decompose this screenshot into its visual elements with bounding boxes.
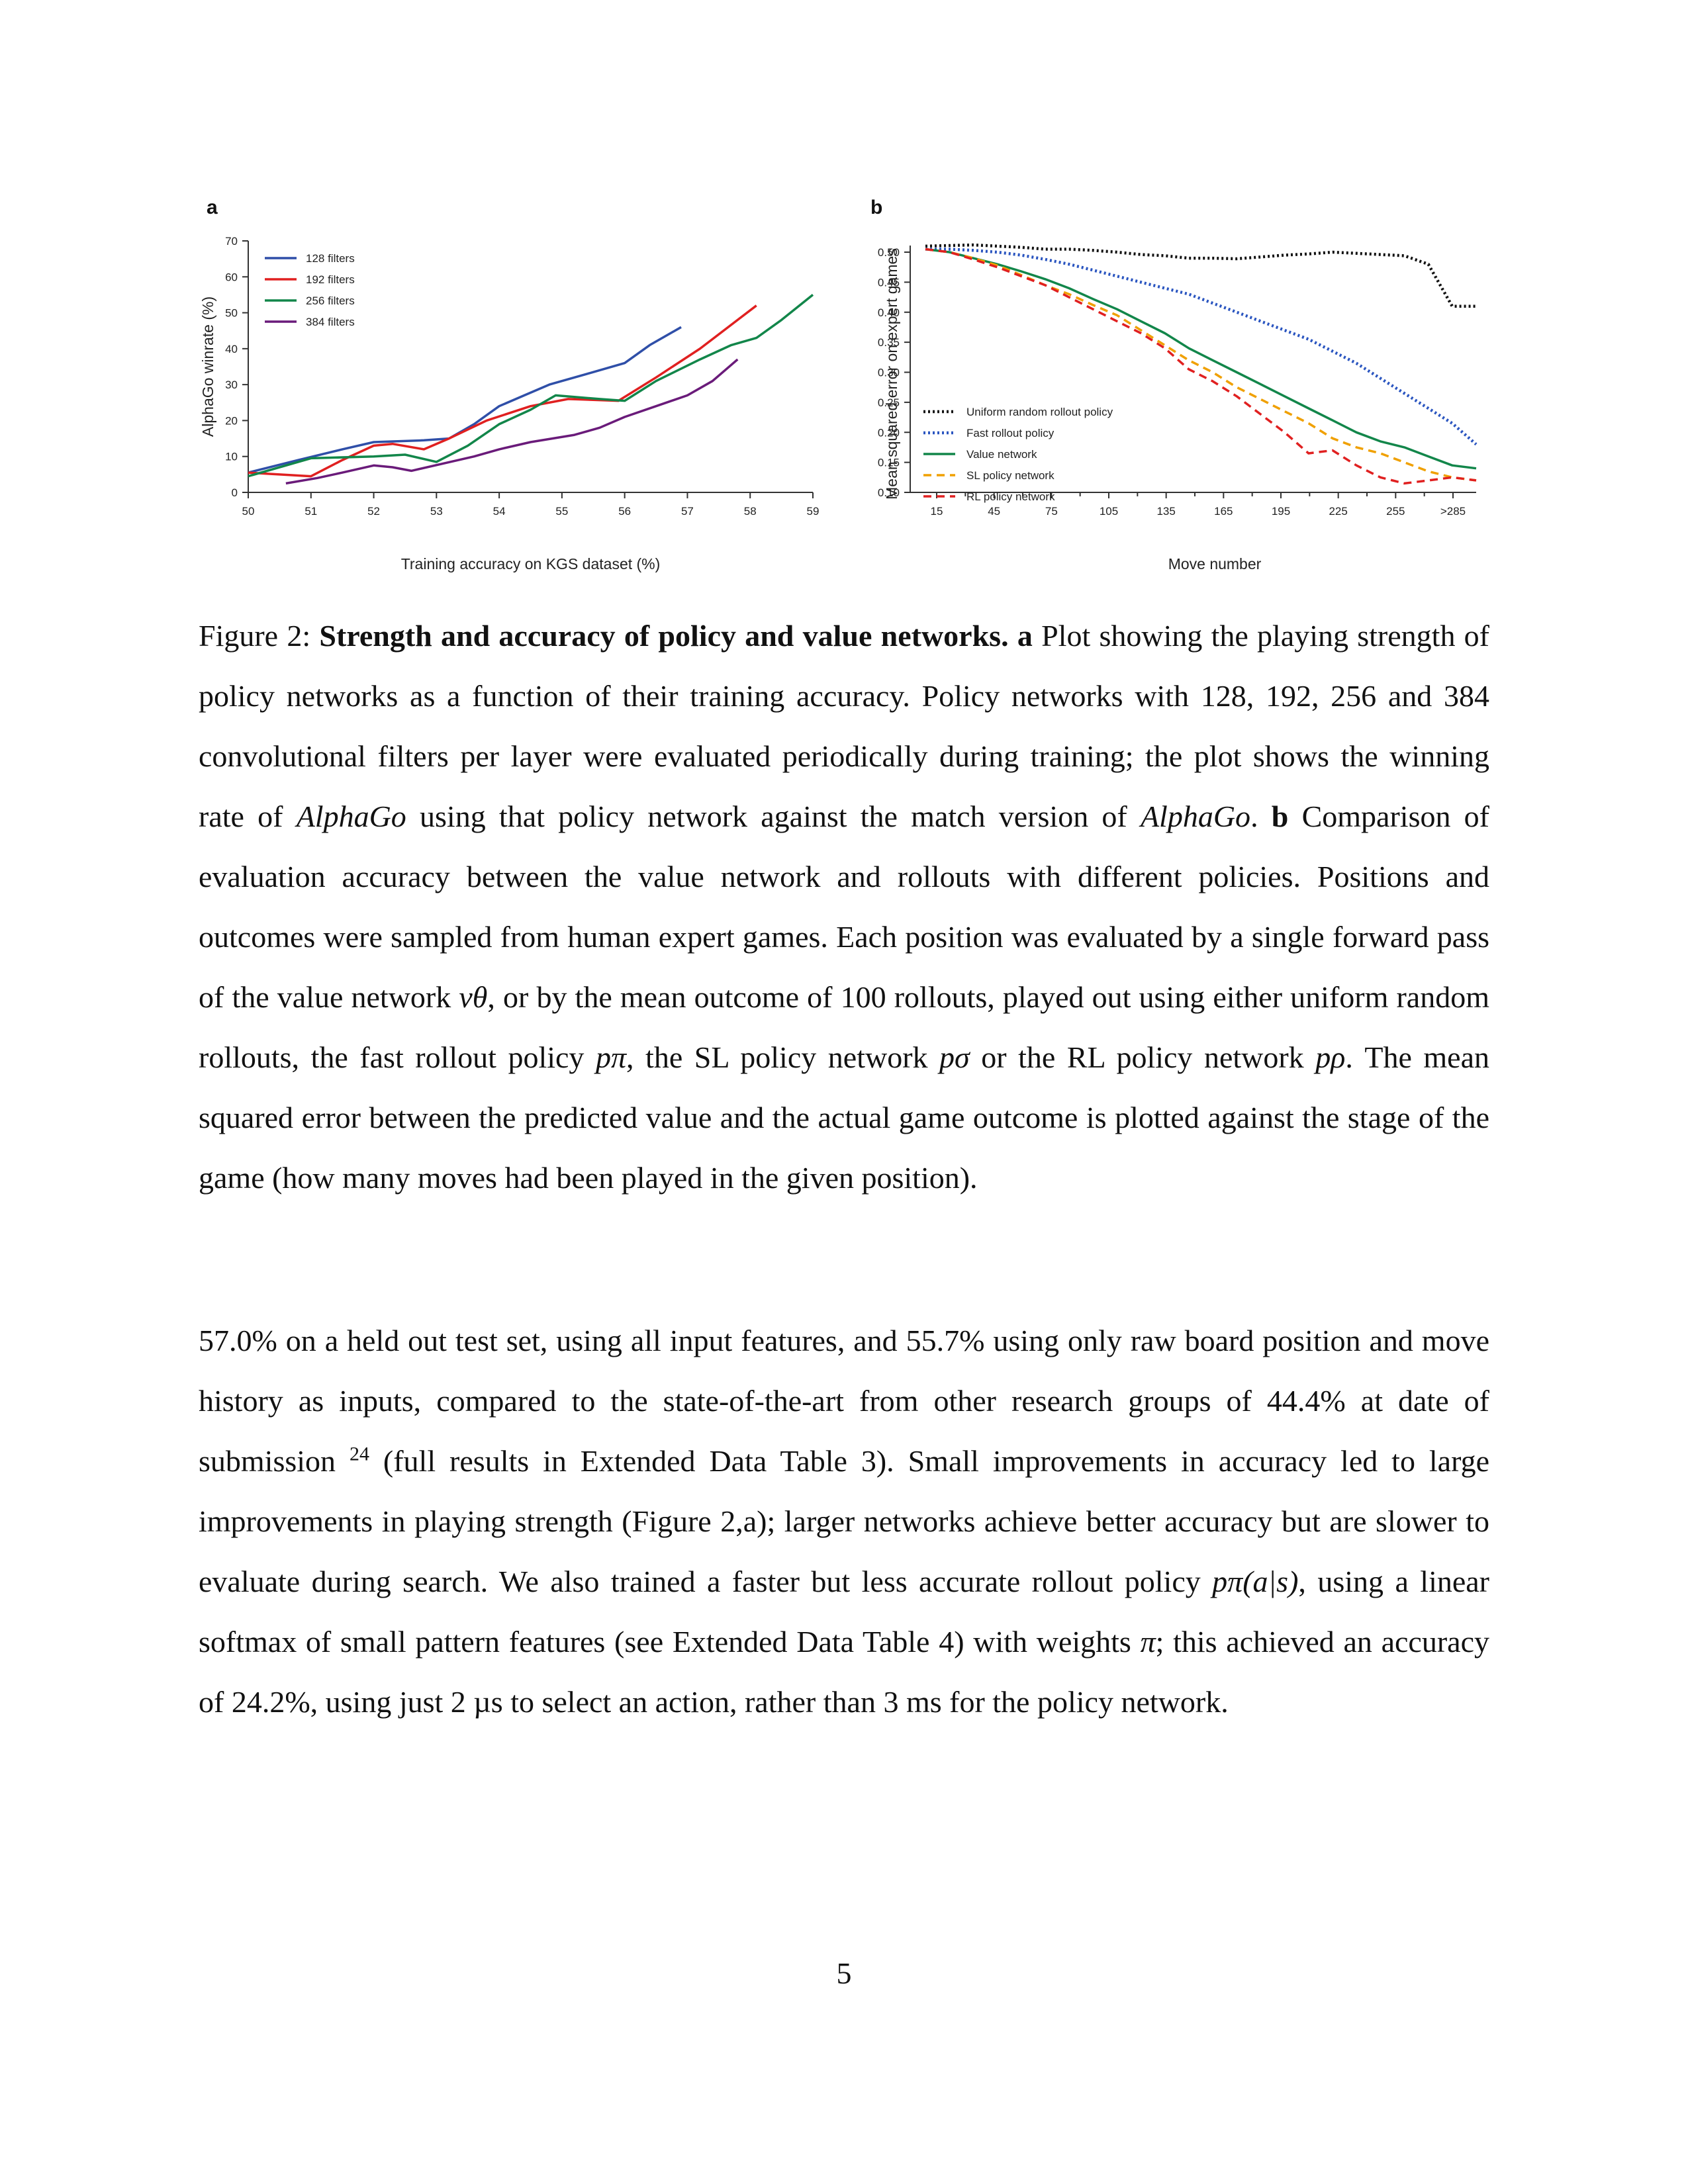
- panel-b-legend-label: Value network: [966, 448, 1037, 461]
- panel-a-x-tick-label: 58: [744, 505, 757, 518]
- math-ppi-a-s: pπ(a|s): [1212, 1565, 1299, 1598]
- panel-b-x-tick-label: 255: [1386, 505, 1405, 518]
- panel-b-x-tick-label: 165: [1214, 505, 1233, 518]
- panel-a-x-tick-label: 51: [305, 505, 317, 518]
- panel-b-x-tick-label: >285: [1440, 505, 1466, 518]
- panel-a-x-tick-label: 50: [242, 505, 255, 518]
- panel-a-y-tick-label: 10: [225, 451, 238, 463]
- math-p-rho: pρ: [1315, 1040, 1346, 1074]
- panel-a-x-tick-label: 53: [430, 505, 443, 518]
- panel-b-legend-label: SL policy network: [966, 469, 1055, 482]
- math-v-theta: vθ: [459, 980, 488, 1014]
- panel-a-series-line: [248, 326, 682, 474]
- caption-text-b-2: , or by the mean outcome of 100 rollouts…: [199, 980, 1489, 1074]
- panel-a-letter: a: [207, 197, 218, 218]
- panel-a-y-tick-label: 70: [225, 235, 238, 248]
- math-pi: π: [1140, 1625, 1156, 1659]
- panel-b-legend-label: Fast rollout policy: [966, 427, 1055, 439]
- caption-text-b-4: or the RL policy network: [969, 1040, 1316, 1074]
- panel-b-y-tick-label: 0.45: [878, 276, 900, 289]
- panel-b-x-tick-label: 75: [1045, 505, 1058, 518]
- panel-a-y-tick-label: 50: [225, 307, 238, 320]
- panel-b-series-line: [925, 243, 1476, 308]
- caption-prefix: Figure 2:: [199, 619, 320, 653]
- math-p-sigma: pσ: [939, 1040, 970, 1074]
- panel-a-y-tick-label: 20: [225, 414, 238, 427]
- panel-b-x-tick-label: 15: [931, 505, 943, 518]
- panel-a-y-tick-label: 0: [232, 486, 238, 499]
- panel-b-x-tick-label: 135: [1156, 505, 1175, 518]
- panel-a-x-tick-label: 56: [618, 505, 631, 518]
- panel-a-x-tick-label: 57: [681, 505, 694, 518]
- body-paragraph: 57.0% on a held out test set, using all …: [199, 1310, 1489, 1732]
- body-text-4: ; this achieved an accuracy of 24.2%, us…: [199, 1625, 1489, 1719]
- figure-2-charts: a 0 10 20 30 40 50 60 70 50 51 52 53 54 55 56 57 58 59 Trai…: [199, 197, 1477, 572]
- caption-text-a-1: Plot showing the playing strength of pol…: [199, 619, 1489, 833]
- caption-label-b: b: [1271, 799, 1289, 833]
- panel-b-x-tick-label: 195: [1272, 505, 1290, 518]
- panel-b-series-line: [925, 248, 1477, 446]
- figure-2: a 0 10 20 30 40 50 60 70 50 51 52 53 54 55 56 57 58 59 Trai…: [199, 197, 1489, 586]
- figure-caption: Figure 2: Strength and accuracy of polic…: [199, 606, 1489, 1208]
- time-3ms: 3 ms: [883, 1685, 942, 1719]
- body-text-6: for the policy network.: [941, 1685, 1229, 1719]
- caption-text-a-2: using that policy network against the ma…: [406, 799, 1141, 833]
- panel-b-y-axis-label: Mean squared error on expert games: [883, 248, 900, 500]
- caption-title: Strength and accuracy of policy and valu…: [319, 619, 1009, 653]
- panel-b-x-axis-label: Move number: [1168, 555, 1262, 572]
- panel-b-x-tick-label: 105: [1100, 505, 1118, 518]
- panel-b-y-tick-label: 0.25: [878, 396, 900, 409]
- citation-24: 24: [349, 1443, 369, 1465]
- panel-b-y-tick-label: 0.30: [878, 367, 900, 379]
- panel-b-y-tick-label: 0.15: [878, 457, 900, 469]
- caption-text-b-3: , the SL policy network: [626, 1040, 940, 1074]
- body-text-3: , using a linear softmax of small patter…: [199, 1565, 1490, 1659]
- caption-text-b-5: . The mean squared error between the pre…: [199, 1040, 1489, 1195]
- caption-alphago-2: AlphaGo: [1140, 799, 1251, 833]
- panel-b-series-line: [925, 248, 1477, 485]
- panel-a-x-tick-label: 55: [555, 505, 568, 518]
- panel-a-x-axis-label: Training accuracy on KGS dataset (%): [401, 555, 661, 572]
- panel-b-x-tick-label: 45: [988, 505, 1000, 518]
- panel-a-x-tick-label: 52: [367, 505, 380, 518]
- panel-b-legend-label: Uniform random rollout policy: [966, 406, 1113, 418]
- panel-a-series-line: [248, 294, 814, 478]
- panel-a-y-tick-label: 30: [225, 379, 238, 391]
- panel-b-x-tick-label: 225: [1329, 505, 1347, 518]
- panel-a-y-tick-label: 40: [225, 343, 238, 355]
- page-number: 5: [836, 1956, 852, 1990]
- panel-b-y-tick-label: 0.50: [878, 246, 900, 259]
- panel-b-y-tick-label: 0.35: [878, 336, 900, 349]
- caption-text-b-1: Comparison of evaluation accuracy betwee…: [199, 799, 1490, 1014]
- panel-a-legend-label: 384 filters: [306, 316, 355, 328]
- panel-a-legend-label: 256 filters: [306, 295, 355, 307]
- time-2us: 2 µs: [450, 1685, 503, 1719]
- body-text-1: 57.0% on a held out test set, using all …: [199, 1324, 1489, 1478]
- panel-a-legend-label: 128 filters: [306, 252, 355, 265]
- panel-a-x-tick-label: 54: [493, 505, 506, 518]
- panel-a-series-line: [285, 358, 739, 485]
- math-p-pi: pπ: [595, 1040, 627, 1074]
- panel-b-y-tick-label: 0.10: [878, 486, 900, 499]
- panel-a-y-axis-label: AlphaGo winrate (%): [199, 296, 216, 437]
- panel-b-y-tick-label: 0.40: [878, 306, 900, 319]
- panel-a-y-tick-label: 60: [225, 271, 238, 283]
- panel-b-series-line: [925, 248, 1477, 482]
- panel-b-series-line: [925, 248, 1477, 470]
- panel-b-legend-label: RL policy network: [966, 490, 1055, 503]
- body-text-5: to select an action, rather than: [502, 1685, 884, 1719]
- caption-alphago-1: AlphaGo: [296, 799, 406, 833]
- panel-a-x-tick-label: 59: [807, 505, 820, 518]
- panel-a-legend-label: 192 filters: [306, 273, 355, 286]
- panel-b-y-tick-label: 0.20: [878, 426, 900, 439]
- body-text-2: (full results in Extended Data Table 3).…: [199, 1444, 1489, 1598]
- panel-a-series-line: [248, 304, 757, 478]
- panel-b-letter: b: [870, 197, 882, 218]
- caption-label-a: a: [1017, 619, 1033, 653]
- caption-text-a-3: .: [1250, 799, 1272, 833]
